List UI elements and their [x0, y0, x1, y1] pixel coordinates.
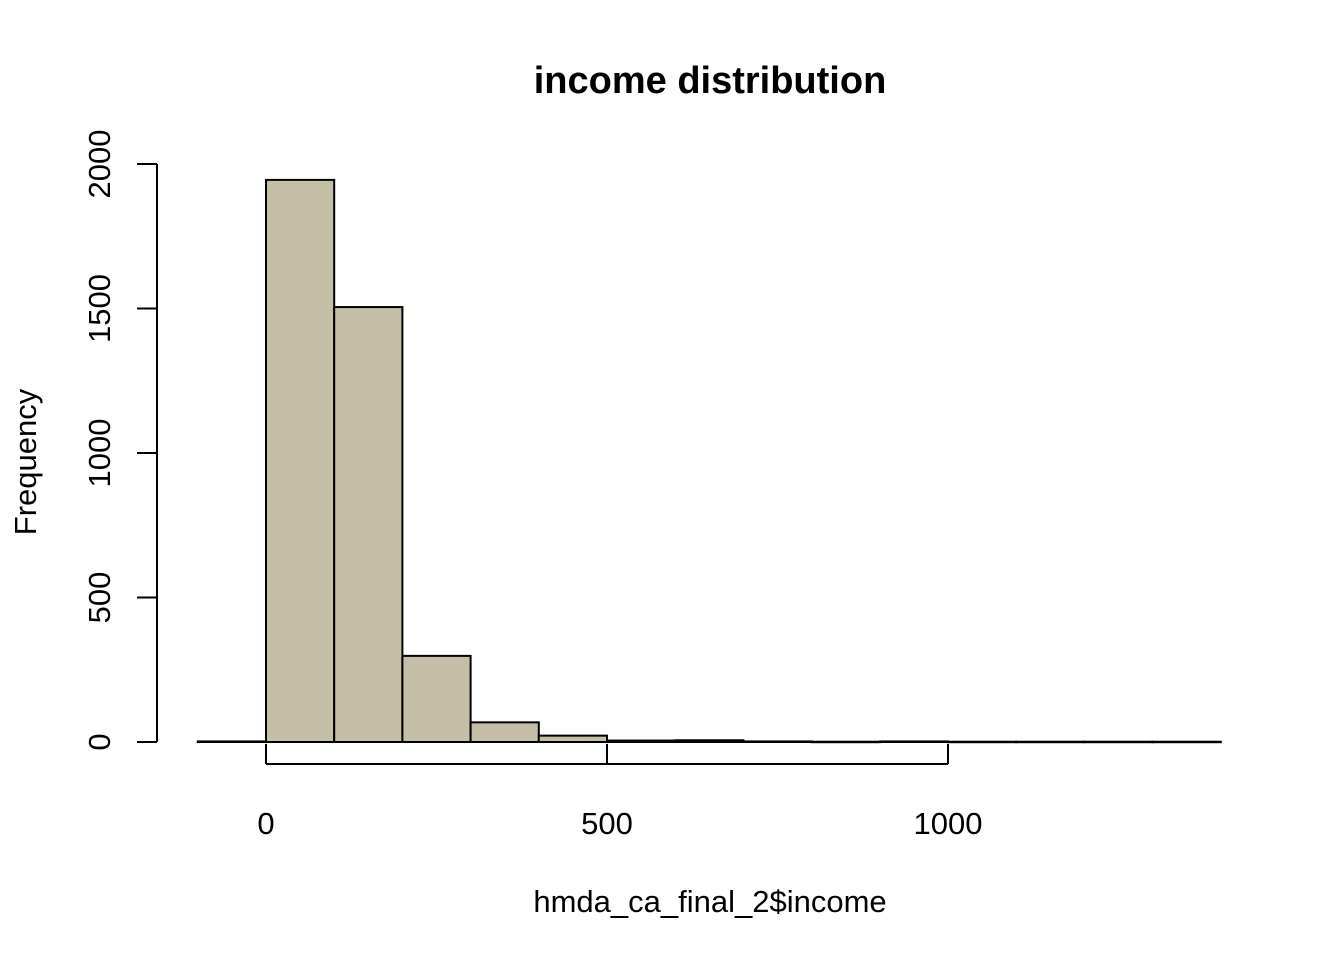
- x-tick-label: 1000: [914, 806, 983, 841]
- y-tick-label: 0: [82, 733, 117, 750]
- histogram-bar: [674, 739, 745, 743]
- histogram-bar: [606, 739, 677, 743]
- histogram-bar: [1015, 740, 1086, 744]
- histogram-bar: [1151, 740, 1222, 744]
- histogram-bar: [537, 734, 608, 744]
- histogram-bar: [401, 654, 472, 743]
- x-axis: 0 500 1000: [257, 744, 982, 841]
- histogram-bar: [878, 740, 949, 743]
- y-tick-label: 2000: [82, 130, 117, 199]
- y-axis: 0 500 1000 1500 2000: [82, 130, 158, 751]
- histogram-bar: [196, 740, 267, 743]
- y-tick-label: 500: [82, 572, 117, 624]
- x-tick-label: 0: [257, 806, 274, 841]
- y-tick-label: 1500: [82, 274, 117, 343]
- histogram-bar: [469, 721, 540, 744]
- histogram-bar: [333, 306, 404, 743]
- histogram-bar: [265, 178, 336, 743]
- chart-title: income distribution: [534, 60, 887, 102]
- y-axis-label: Frequency: [8, 388, 43, 535]
- histogram-bar: [810, 740, 881, 744]
- x-tick-label: 500: [581, 806, 633, 841]
- y-tick-label: 1000: [82, 419, 117, 488]
- histogram-bar: [742, 740, 813, 743]
- histogram-bar: [947, 740, 1018, 744]
- histogram-bar: [1083, 740, 1154, 744]
- x-axis-label: hmda_ca_final_2$income: [533, 884, 886, 919]
- bars-group: [196, 178, 1222, 744]
